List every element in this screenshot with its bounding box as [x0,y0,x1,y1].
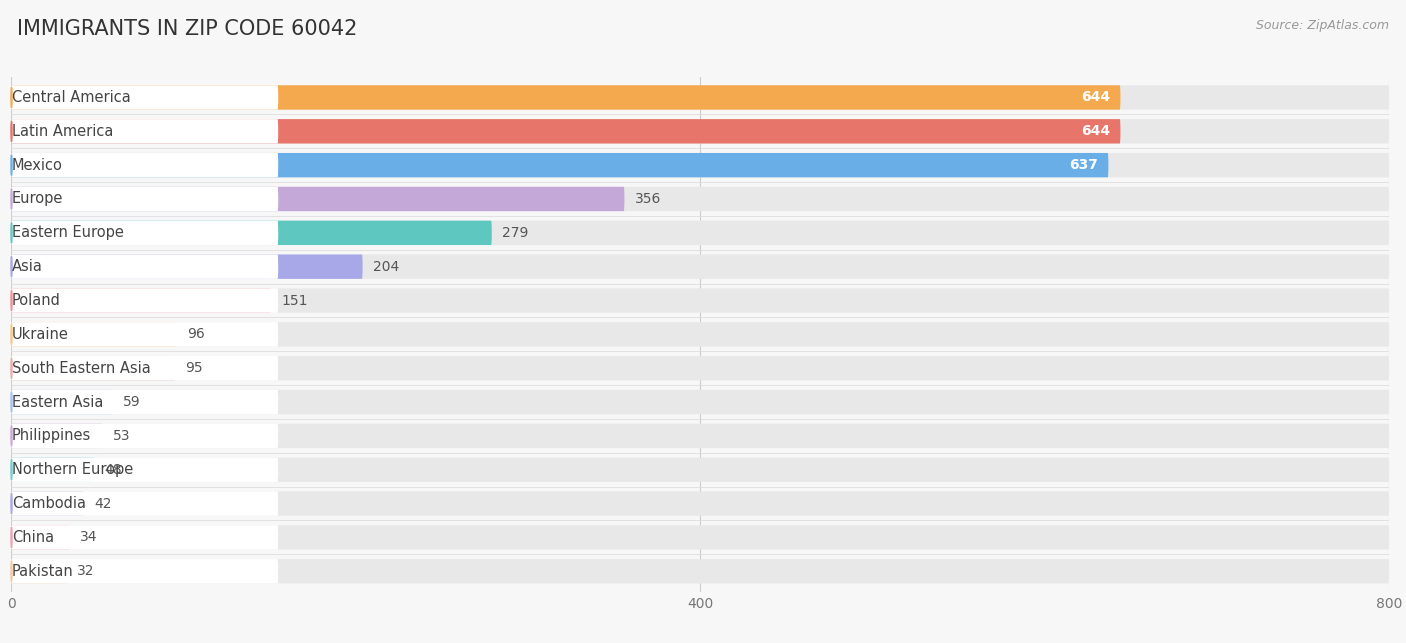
FancyBboxPatch shape [11,356,174,381]
FancyBboxPatch shape [11,356,1389,381]
FancyBboxPatch shape [11,322,1389,347]
FancyBboxPatch shape [11,559,1389,583]
Text: Latin America: Latin America [11,124,114,139]
FancyBboxPatch shape [11,86,278,110]
FancyBboxPatch shape [11,288,271,312]
FancyBboxPatch shape [11,288,1389,312]
FancyBboxPatch shape [11,221,492,245]
FancyBboxPatch shape [11,458,94,482]
FancyBboxPatch shape [11,390,278,414]
Text: 151: 151 [281,293,308,307]
Text: IMMIGRANTS IN ZIP CODE 60042: IMMIGRANTS IN ZIP CODE 60042 [17,19,357,39]
FancyBboxPatch shape [11,119,1389,143]
Text: 356: 356 [634,192,661,206]
Text: Central America: Central America [11,90,131,105]
Text: Ukraine: Ukraine [11,327,69,342]
Text: Europe: Europe [11,192,63,206]
FancyBboxPatch shape [11,390,1389,414]
FancyBboxPatch shape [11,322,278,347]
Text: 34: 34 [80,530,97,545]
Text: China: China [11,530,53,545]
Text: 95: 95 [186,361,202,376]
FancyBboxPatch shape [11,288,278,312]
Text: 59: 59 [124,395,141,409]
Text: 96: 96 [187,327,205,341]
FancyBboxPatch shape [11,86,1389,110]
Text: 204: 204 [373,260,399,274]
FancyBboxPatch shape [11,559,278,583]
FancyBboxPatch shape [11,525,1389,550]
Text: 644: 644 [1081,91,1111,104]
FancyBboxPatch shape [11,424,1389,448]
Text: 42: 42 [94,496,111,511]
FancyBboxPatch shape [11,424,278,448]
Text: Eastern Asia: Eastern Asia [11,395,103,410]
FancyBboxPatch shape [11,322,177,347]
FancyBboxPatch shape [11,458,278,482]
Text: Philippines: Philippines [11,428,91,444]
Text: Mexico: Mexico [11,158,63,173]
Text: Poland: Poland [11,293,60,308]
Text: 48: 48 [104,463,122,476]
FancyBboxPatch shape [11,390,112,414]
Text: Northern Europe: Northern Europe [11,462,134,477]
Text: South Eastern Asia: South Eastern Asia [11,361,150,376]
FancyBboxPatch shape [11,86,1121,110]
FancyBboxPatch shape [11,559,66,583]
Text: Asia: Asia [11,259,42,274]
FancyBboxPatch shape [11,525,278,550]
FancyBboxPatch shape [11,255,278,279]
FancyBboxPatch shape [11,356,278,381]
Text: Cambodia: Cambodia [11,496,86,511]
FancyBboxPatch shape [11,221,1389,245]
FancyBboxPatch shape [11,153,1389,177]
FancyBboxPatch shape [11,153,1108,177]
Text: Eastern Europe: Eastern Europe [11,225,124,240]
Text: 53: 53 [112,429,131,443]
FancyBboxPatch shape [11,153,278,177]
FancyBboxPatch shape [11,255,1389,279]
FancyBboxPatch shape [11,458,1389,482]
FancyBboxPatch shape [11,491,278,516]
Text: Pakistan: Pakistan [11,564,73,579]
FancyBboxPatch shape [11,525,70,550]
FancyBboxPatch shape [11,119,1121,143]
Text: Source: ZipAtlas.com: Source: ZipAtlas.com [1256,19,1389,32]
Text: 32: 32 [77,565,94,578]
FancyBboxPatch shape [11,221,278,245]
FancyBboxPatch shape [11,255,363,279]
Text: 637: 637 [1069,158,1098,172]
FancyBboxPatch shape [11,187,1389,211]
Text: 279: 279 [502,226,529,240]
FancyBboxPatch shape [11,187,278,211]
FancyBboxPatch shape [11,187,624,211]
FancyBboxPatch shape [11,491,83,516]
FancyBboxPatch shape [11,119,278,143]
Text: 644: 644 [1081,124,1111,138]
FancyBboxPatch shape [11,424,103,448]
FancyBboxPatch shape [11,491,1389,516]
